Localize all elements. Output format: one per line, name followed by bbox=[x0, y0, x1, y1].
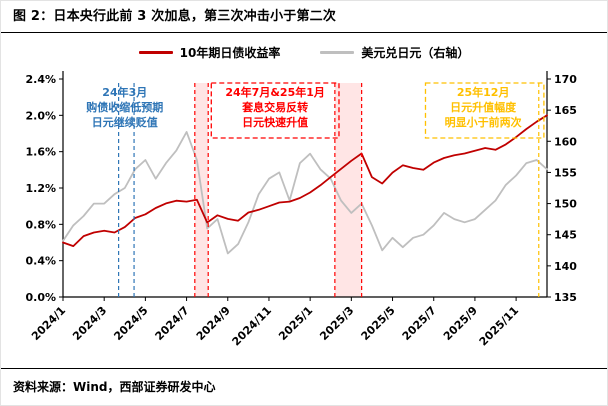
legend-line-gray-icon bbox=[320, 51, 355, 54]
svg-text:160: 160 bbox=[554, 135, 577, 148]
svg-text:2024/9: 2024/9 bbox=[194, 304, 233, 343]
svg-text:140: 140 bbox=[554, 260, 577, 273]
svg-text:155: 155 bbox=[554, 166, 577, 179]
svg-text:24年7月&25年1月: 24年7月&25年1月 bbox=[225, 85, 325, 99]
figure-header: 图 2：日本央行此前 3 次加息，第三次冲击小于第二次 bbox=[1, 1, 607, 33]
svg-text:0.4%: 0.4% bbox=[25, 255, 56, 268]
svg-text:0.0%: 0.0% bbox=[25, 291, 56, 304]
svg-text:145: 145 bbox=[554, 229, 577, 242]
source-note: 资料来源：Wind，西部证券研发中心 bbox=[1, 368, 607, 405]
chart-svg: 0.0% 0.4% 0.8% 1.2% 1.6% 2.0% 2.4% 135 140 145 150… bbox=[25, 71, 577, 348]
svg-text:2025/1: 2025/1 bbox=[276, 304, 315, 343]
svg-text:170: 170 bbox=[554, 73, 577, 86]
svg-text:日元升值幅度: 日元升值幅度 bbox=[450, 100, 517, 114]
svg-text:1.6%: 1.6% bbox=[25, 146, 56, 159]
svg-text:135: 135 bbox=[554, 291, 577, 304]
svg-text:2025/5: 2025/5 bbox=[359, 304, 398, 343]
svg-text:0.8%: 0.8% bbox=[25, 218, 56, 231]
figure-title: 图 2：日本央行此前 3 次加息，第三次冲击小于第二次 bbox=[13, 9, 337, 24]
chart-legend: 10年期日债收益率 美元兑日元（右轴） bbox=[1, 33, 607, 63]
svg-text:2024/5: 2024/5 bbox=[111, 304, 150, 343]
chart-area: 0.0% 0.4% 0.8% 1.2% 1.6% 2.0% 2.4% 135 140 145 150… bbox=[1, 63, 607, 348]
svg-text:2024/11: 2024/11 bbox=[230, 304, 275, 348]
svg-text:2025/11: 2025/11 bbox=[477, 304, 522, 348]
svg-text:2025/3: 2025/3 bbox=[317, 304, 356, 343]
legend-item-usdjpy: 美元兑日元（右轴） bbox=[320, 44, 469, 61]
svg-text:套息交易反转: 套息交易反转 bbox=[242, 100, 308, 114]
svg-text:明显小于前两次: 明显小于前两次 bbox=[445, 115, 522, 129]
svg-text:165: 165 bbox=[554, 104, 577, 117]
svg-text:日元快速升值: 日元快速升值 bbox=[242, 115, 308, 129]
svg-text:购债收缩低预期: 购债收缩低预期 bbox=[86, 100, 163, 114]
svg-text:2025/9: 2025/9 bbox=[441, 304, 480, 343]
svg-text:日元继续贬值: 日元继续贬值 bbox=[92, 115, 158, 129]
svg-text:150: 150 bbox=[554, 198, 577, 211]
svg-text:1.2%: 1.2% bbox=[25, 182, 56, 195]
legend-label-jgb-yield: 10年期日债收益率 bbox=[179, 46, 281, 60]
svg-text:2.4%: 2.4% bbox=[25, 73, 56, 86]
legend-line-red-icon bbox=[138, 51, 173, 54]
legend-item-jgb-yield: 10年期日债收益率 bbox=[138, 44, 281, 61]
svg-text:25年12月: 25年12月 bbox=[457, 85, 510, 99]
legend-label-usdjpy: 美元兑日元（右轴） bbox=[361, 46, 470, 60]
svg-text:2024/7: 2024/7 bbox=[153, 304, 192, 343]
svg-text:24年3月: 24年3月 bbox=[102, 85, 147, 99]
svg-text:2025/7: 2025/7 bbox=[400, 304, 439, 343]
svg-text:2024/3: 2024/3 bbox=[70, 304, 109, 343]
svg-text:2024/1: 2024/1 bbox=[29, 304, 68, 343]
svg-text:2.0%: 2.0% bbox=[25, 109, 56, 122]
